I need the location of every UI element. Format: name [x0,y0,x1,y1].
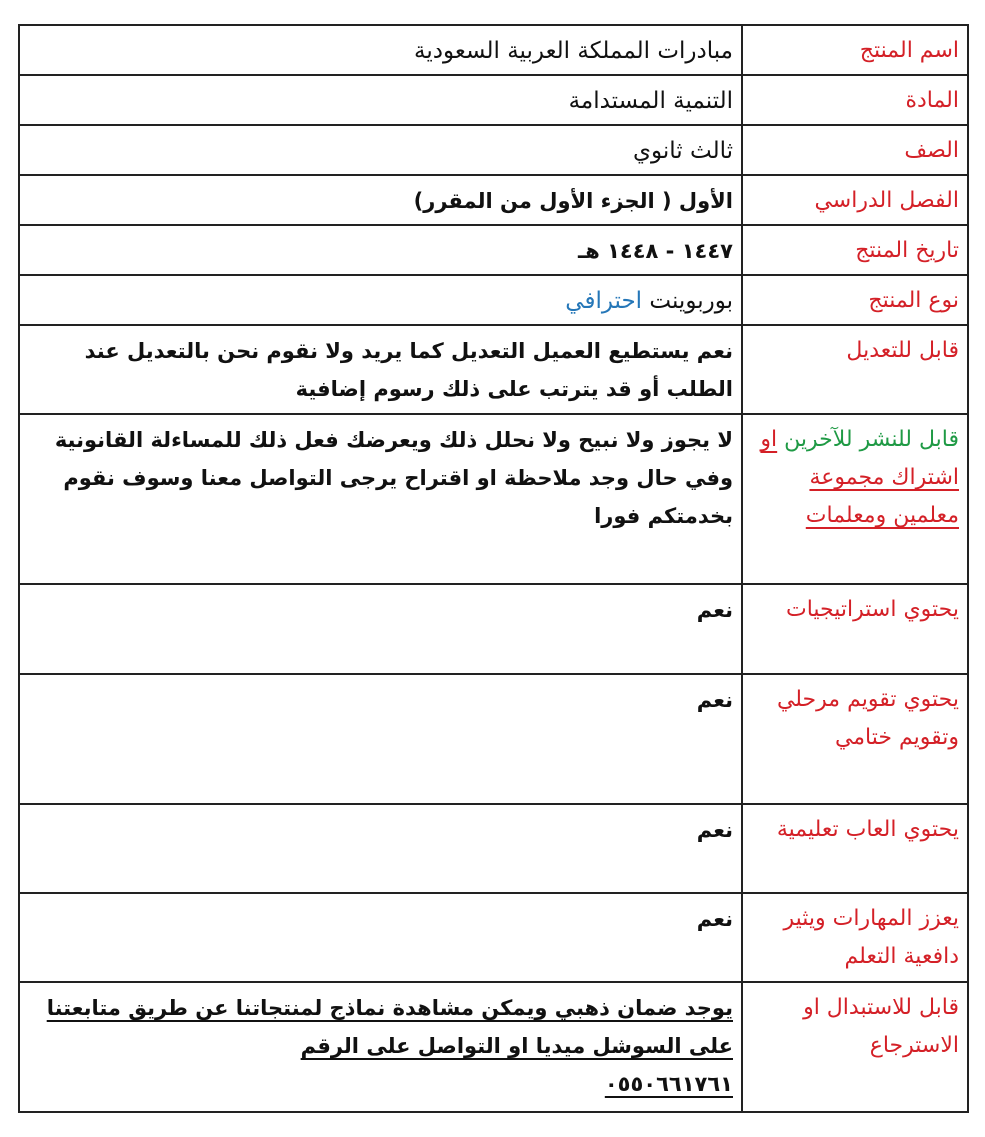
row-label: نوع المنتج [741,274,969,326]
table-row: قابل للتعديل نعم يستطيع العميل التعديل كم… [18,324,969,415]
row-value: نعم [18,673,743,805]
type-qualifier: احترافي [565,288,643,314]
row-value: نعم [18,583,743,675]
table-row: المادة التنمية المستدامة [18,74,969,126]
row-label: قابل للتعديل [741,324,969,415]
row-label: قابل للاستبدال او الاسترجاع [741,981,969,1113]
row-label: قابل للنشر للآخرين او اشتراك مجموعة معلم… [741,413,969,585]
row-label: يحتوي استراتيجيات [741,583,969,675]
row-label: يحتوي العاب تعليمية [741,803,969,894]
table-row: يحتوي تقويم مرحلي وتقويم ختامي نعم [18,673,969,805]
sharing-policy: لا يجوز ولا نبيح ولا نحلل ذلك ويعرضك فعل… [18,413,743,585]
product-date: ١٤٤٧ - ١٤٤٨ هـ [18,224,743,276]
product-info-table: اسم المنتج مبادرات المملكة العربية السعود… [18,24,969,1113]
row-label: اسم المنتج [741,24,969,76]
type-value: بوربوينت [649,288,733,314]
table-row: يحتوي العاب تعليمية نعم [18,803,969,894]
guarantee-text: يوجد ضمان ذهبي ويمكن مشاهدة نماذج لمنتجا… [46,996,733,1058]
grade: ثالث ثانوي [18,124,743,176]
guarantee-value: يوجد ضمان ذهبي ويمكن مشاهدة نماذج لمنتجا… [18,981,743,1113]
table-row: الفصل الدراسي الأول ( الجزء الأول من المق… [18,174,969,226]
table-row: نوع المنتج بوربوينت احترافي [18,274,969,326]
table-row: الصف ثالث ثانوي [18,124,969,176]
row-label: يعزز المهارات ويثير دافعية التعلم [741,892,969,983]
row-label: الفصل الدراسي [741,174,969,226]
subject: التنمية المستدامة [18,74,743,126]
phone-link[interactable]: ٠٥٥٠٦٦١٧٦١ [604,1072,733,1096]
table-row: يعزز المهارات ويثير دافعية التعلم نعم [18,892,969,983]
label-green: قابل للنشر للآخرين [784,427,959,452]
semester: الأول ( الجزء الأول من المقرر) [18,174,743,226]
row-value: نعم [18,892,743,983]
label-red: او اشتراك مجموعة معلمين ومعلمات [760,427,959,528]
table-row: قابل للنشر للآخرين او اشتراك مجموعة معلم… [18,413,969,585]
row-label: يحتوي تقويم مرحلي وتقويم ختامي [741,673,969,805]
table-row: اسم المنتج مبادرات المملكة العربية السعود… [18,24,969,76]
table-row: يحتوي استراتيجيات نعم [18,583,969,675]
table-row: تاريخ المنتج ١٤٤٧ - ١٤٤٨ هـ [18,224,969,276]
product-name: مبادرات المملكة العربية السعودية [18,24,743,76]
product-type: بوربوينت احترافي [18,274,743,326]
row-value: نعم [18,803,743,894]
row-label: المادة [741,74,969,126]
row-label: تاريخ المنتج [741,224,969,276]
editable-value: نعم يستطيع العميل التعديل كما يريد ولا ن… [18,324,743,415]
table-row: قابل للاستبدال او الاسترجاع يوجد ضمان ذهب… [18,981,969,1113]
row-label: الصف [741,124,969,176]
